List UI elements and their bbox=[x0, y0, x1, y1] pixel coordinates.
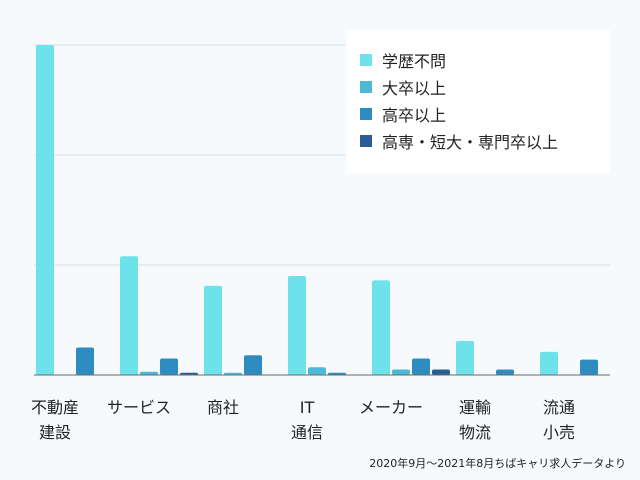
bar bbox=[160, 358, 178, 375]
bar bbox=[540, 351, 558, 375]
bar bbox=[456, 340, 474, 375]
bar bbox=[244, 355, 262, 375]
bar bbox=[288, 276, 306, 375]
legend-item: 大卒以上 bbox=[360, 73, 610, 100]
category-label: IT 通信 bbox=[290, 398, 323, 442]
category-label: 不動産 建設 bbox=[30, 398, 79, 442]
legend-swatch bbox=[360, 134, 372, 147]
category-label: 運輸 物流 bbox=[458, 398, 491, 442]
legend-swatch bbox=[360, 107, 372, 120]
bar bbox=[412, 358, 430, 375]
bar bbox=[328, 372, 346, 375]
legend-item: 高卒以上 bbox=[360, 100, 610, 127]
bar bbox=[372, 280, 390, 375]
legend-label: 学歴不問 bbox=[382, 51, 447, 71]
bar bbox=[432, 369, 450, 375]
bar bbox=[204, 285, 222, 375]
legend-item: 学歴不問 bbox=[360, 46, 610, 73]
legend-item: 高専・短大・専門卒以上 bbox=[360, 127, 610, 154]
category-label: 流通 小売 bbox=[542, 398, 575, 442]
bar bbox=[496, 369, 514, 375]
category-label: サービス bbox=[106, 398, 171, 417]
legend-swatch bbox=[360, 80, 372, 93]
bar bbox=[36, 45, 54, 375]
bar bbox=[140, 371, 158, 375]
bar bbox=[180, 372, 198, 375]
category-label: メーカー bbox=[358, 398, 423, 417]
bar bbox=[392, 369, 410, 375]
bar bbox=[580, 359, 598, 375]
bar bbox=[120, 256, 138, 375]
category-label: 商社 bbox=[206, 398, 239, 417]
legend-label: 高卒以上 bbox=[382, 105, 447, 125]
bar bbox=[308, 367, 326, 375]
bar bbox=[76, 347, 94, 375]
legend-label: 大卒以上 bbox=[382, 78, 447, 98]
legend-swatch bbox=[360, 53, 372, 66]
source-note: 2020年9月〜2021年8月ちばキャリ求人データより bbox=[369, 457, 626, 470]
legend-label: 高専・短大・専門卒以上 bbox=[382, 132, 559, 152]
bar bbox=[224, 372, 242, 375]
legend: 学歴不問大卒以上高卒以上高専・短大・専門卒以上 bbox=[346, 30, 610, 174]
